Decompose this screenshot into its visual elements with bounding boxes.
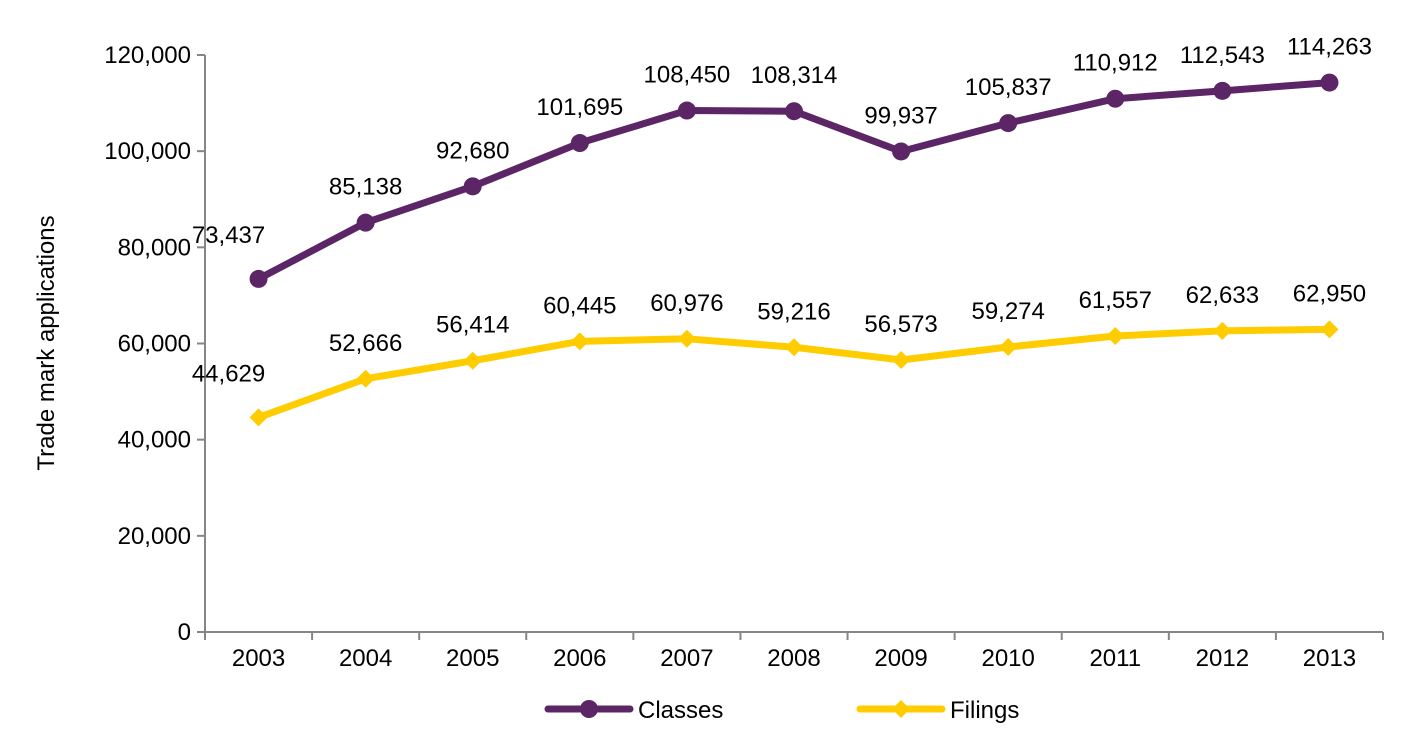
data-label: 60,445 <box>543 292 616 319</box>
data-point <box>677 329 696 348</box>
axes: 0 20,000 40,000 60,000 80,000 100,000 120,000 2… <box>104 42 1384 672</box>
x-tick-label: 2010 <box>981 645 1034 672</box>
legend-marker <box>580 700 598 718</box>
data-point <box>677 101 696 120</box>
data-point <box>570 332 589 351</box>
x-tick-label: 2013 <box>1303 645 1356 672</box>
y-tick-label: 60,000 <box>118 331 191 358</box>
data-label: 108,314 <box>751 62 838 89</box>
x-tick-label: 2011 <box>1089 645 1141 672</box>
data-label: 61,557 <box>1079 287 1152 314</box>
series-layer <box>249 73 1339 427</box>
data-label: 108,450 <box>644 62 731 89</box>
data-point <box>999 114 1018 133</box>
x-tick-label: 2004 <box>339 645 392 672</box>
data-point <box>1106 327 1125 346</box>
y-tick-label: 100,000 <box>104 138 191 165</box>
data-point <box>892 142 911 161</box>
data-label: 44,629 <box>192 360 265 387</box>
data-label: 56,573 <box>864 311 937 338</box>
y-tick-label: 0 <box>178 619 191 646</box>
series-filings <box>249 320 1339 427</box>
legend-item-filings: Filings <box>856 697 1019 724</box>
data-label: 62,633 <box>1186 282 1259 309</box>
data-label: 85,138 <box>329 174 402 201</box>
data-label: 73,437 <box>192 222 265 249</box>
data-point <box>999 337 1018 356</box>
y-axis-title: Trade mark applications <box>33 215 60 470</box>
data-label: 56,414 <box>436 312 509 339</box>
data-point <box>785 102 803 121</box>
data-label: 59,274 <box>971 298 1044 325</box>
x-tick-label: 2003 <box>232 645 285 672</box>
legend-marker <box>892 700 910 718</box>
data-point <box>570 134 589 153</box>
x-tick-label: 2008 <box>767 645 820 672</box>
x-tick-label: 2006 <box>553 645 606 672</box>
data-label: 52,666 <box>329 330 402 357</box>
y-tick-label: 120,000 <box>104 42 191 69</box>
data-point <box>249 269 268 288</box>
data-point <box>1213 321 1232 340</box>
legend-item-classes: Classes <box>544 697 723 724</box>
data-label: 114,263 <box>1287 34 1372 61</box>
data-label: 105,837 <box>965 74 1052 101</box>
data-point <box>1106 89 1125 108</box>
data-label: 99,937 <box>864 102 937 129</box>
data-point <box>1320 320 1339 339</box>
data-label: 112,543 <box>1180 42 1265 69</box>
x-tick-label: 2005 <box>446 645 499 672</box>
data-label: 110,912 <box>1073 50 1158 77</box>
data-point <box>463 177 482 196</box>
data-labels: 73,437 85,138 92,680 101,695 108,450 108,314 9… <box>192 34 1372 388</box>
y-tick-label: 80,000 <box>118 234 191 261</box>
y-tick-label: 40,000 <box>118 427 191 454</box>
data-label: 60,976 <box>650 290 723 317</box>
data-point <box>1320 73 1339 92</box>
legend: Classes Filings <box>544 697 1019 724</box>
data-point <box>785 338 803 357</box>
series-classes <box>249 73 1339 288</box>
data-label: 59,216 <box>757 298 830 325</box>
data-point <box>249 408 268 427</box>
data-point <box>1213 81 1232 100</box>
data-label: 92,680 <box>436 137 509 164</box>
legend-label: Classes <box>638 697 723 724</box>
data-label: 101,695 <box>536 94 623 121</box>
data-point <box>892 350 911 369</box>
x-tick-label: 2007 <box>660 645 713 672</box>
data-point <box>463 351 482 370</box>
y-tick-label: 20,000 <box>118 523 191 550</box>
data-point <box>356 369 375 388</box>
x-tick-label: 2012 <box>1196 645 1249 672</box>
data-point <box>356 213 375 232</box>
x-tick-label: 2009 <box>874 645 927 672</box>
data-label: 62,950 <box>1293 280 1366 307</box>
legend-label: Filings <box>950 697 1019 724</box>
